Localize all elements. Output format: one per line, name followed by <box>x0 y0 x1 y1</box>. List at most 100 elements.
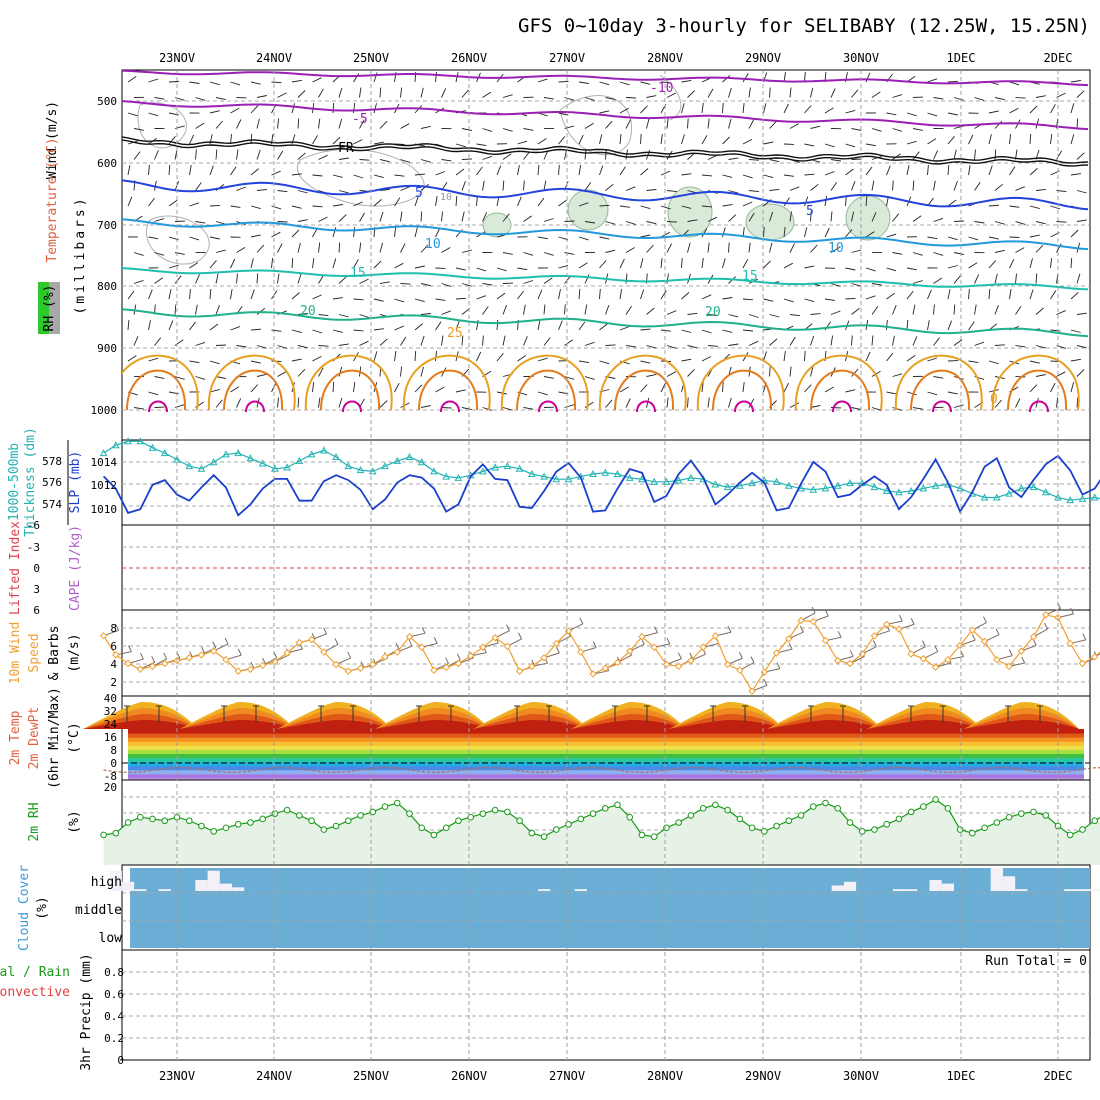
upper-wind-barb <box>523 280 534 284</box>
upper-wind-barb <box>933 97 944 100</box>
upper-wind-barb <box>414 227 418 238</box>
upper-wind-barb <box>886 267 897 272</box>
upper-wind-barb <box>748 340 759 346</box>
upper-wind-barb <box>271 258 274 269</box>
wind-barb-flag <box>910 618 915 625</box>
upper-wind-barb <box>1035 273 1038 284</box>
temp-tick: 16 <box>104 731 117 744</box>
upper-wind-barb <box>379 120 388 129</box>
surface-temp-arc <box>538 400 558 413</box>
rh-marker <box>601 805 609 812</box>
upper-wind-barb <box>1070 229 1079 238</box>
surface-temp-arc <box>342 400 362 413</box>
upper-wind-barb <box>230 258 236 269</box>
upper-wind-barb <box>804 265 815 269</box>
upper-wind-barb <box>912 336 918 346</box>
slp-tick: 1012 <box>91 479 118 492</box>
wind-barb-flag <box>763 679 768 686</box>
wind-speed-marker <box>454 659 463 668</box>
upper-wind-barb <box>701 103 704 114</box>
upper-wind-barb <box>168 289 172 300</box>
upper-wind-barb <box>127 290 135 300</box>
upper-wind-barb <box>277 221 288 223</box>
upper-wind-barb <box>537 320 541 331</box>
upper-wind-barb <box>763 141 774 145</box>
upper-wind-barb <box>640 205 651 210</box>
thickness-marker <box>662 477 671 485</box>
upper-wind-barb <box>578 202 589 207</box>
upper-wind-barb <box>810 405 821 408</box>
wind-speed-marker <box>674 662 683 671</box>
upper-wind-barb <box>1015 305 1022 315</box>
rh-marker <box>956 826 964 833</box>
upper-wind-barb <box>742 174 753 179</box>
upper-wind-barb <box>441 88 447 98</box>
upper-wind-barb <box>851 181 856 191</box>
rh-marker <box>442 824 450 832</box>
upper-wind-barb <box>256 118 260 129</box>
wind-speed-marker <box>821 636 830 645</box>
upper-wind-barb <box>209 360 220 365</box>
upper-wind-barb <box>1092 330 1100 333</box>
upper-wind-barb <box>701 258 704 269</box>
upper-wind-barb <box>148 289 153 300</box>
thickness-marker <box>1066 496 1075 504</box>
upper-wind-barb <box>851 283 862 287</box>
upper-wind-barb <box>189 321 196 331</box>
upper-wind-barb <box>359 119 365 129</box>
wind-barb-flag <box>898 614 903 622</box>
thickness-marker <box>711 480 720 488</box>
upper-wind-barb <box>646 221 657 225</box>
upper-wind-barb <box>804 71 806 83</box>
upper-wind-barb <box>748 314 759 318</box>
upper-wind-barb <box>455 143 466 148</box>
rh-marker <box>504 808 511 816</box>
wind-speed-marker <box>344 667 353 675</box>
upper-wind-barb <box>1056 397 1059 408</box>
upper-wind-barb <box>640 168 649 176</box>
upper-wind-barb <box>681 103 685 114</box>
rh-marker <box>283 806 291 814</box>
temp-top-mask <box>123 697 1089 701</box>
upper-wind-barb <box>1070 329 1081 333</box>
upper-wind-barb <box>256 244 265 253</box>
upper-wind-barb <box>646 373 657 377</box>
thickness-marker <box>589 469 597 477</box>
wind-barb-flag <box>408 639 413 647</box>
cloud-bar <box>158 889 171 891</box>
upper-wind-barb <box>564 220 575 222</box>
upper-wind-barb <box>154 252 165 256</box>
bottom-date-label: 2DEC <box>1044 1069 1073 1083</box>
upper-wind-barb <box>988 165 993 176</box>
upper-wind-barb <box>414 350 417 362</box>
upper-wind-barb <box>666 243 672 253</box>
rh-marker <box>1066 831 1074 839</box>
upper-wind-barb <box>174 304 177 315</box>
upper-wind-barb <box>810 244 818 253</box>
upper-wind-barb <box>728 314 739 318</box>
upper-wind-barb <box>318 345 329 347</box>
upper-wind-barb <box>701 356 712 362</box>
thickness-marker <box>882 486 891 494</box>
upper-wind-barb <box>1029 360 1040 364</box>
rh-marker <box>944 805 952 812</box>
upper-wind-barb <box>584 376 595 380</box>
upper-wind-barb <box>640 234 651 238</box>
upper-wind-barb <box>133 128 144 131</box>
upper-wind-barb <box>1098 398 1099 408</box>
upper-wind-barb <box>236 119 242 129</box>
upper-wind-barb <box>455 389 466 393</box>
cloud-tick: low <box>99 931 123 946</box>
upper-wind-barb <box>824 196 828 207</box>
thickness-marker <box>870 483 879 491</box>
upper-wind-barb <box>250 384 259 393</box>
upper-wind-barb <box>681 205 692 209</box>
upper-wind-barb <box>947 265 958 269</box>
upper-wind-barb <box>256 345 267 349</box>
rh-marker <box>895 815 903 823</box>
wind-barb-flag <box>677 652 682 659</box>
upper-wind-barb <box>742 103 745 114</box>
upper-wind-barb <box>379 87 382 98</box>
upper-wind-barb <box>318 216 328 222</box>
temp-label-4: (°C) <box>67 722 82 753</box>
